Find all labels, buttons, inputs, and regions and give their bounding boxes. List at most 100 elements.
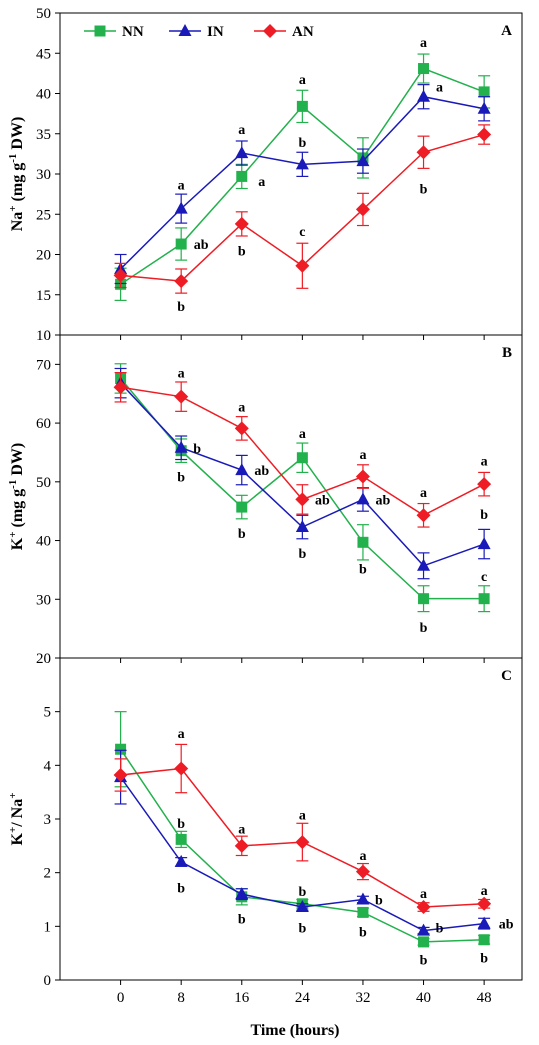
- significance-label: b: [238, 244, 246, 259]
- data-point: [477, 477, 492, 492]
- data-point: [296, 100, 308, 112]
- data-point: [113, 767, 128, 782]
- significance-label: c: [299, 225, 305, 240]
- series-in: [114, 749, 491, 936]
- y-tick-label: 20: [36, 248, 51, 264]
- y-tick-label: 10: [36, 328, 51, 344]
- y-axis-label-part: +: [7, 531, 19, 537]
- y-axis-label: K+ (mg g-1 DW): [7, 443, 26, 550]
- data-point: [417, 89, 431, 102]
- data-point: [355, 864, 370, 879]
- data-point: [235, 146, 249, 159]
- data-point: [175, 238, 187, 250]
- y-axis-label-part: -1: [7, 480, 19, 489]
- data-point: [478, 86, 490, 98]
- significance-label: b: [420, 621, 428, 636]
- data-point: [418, 593, 430, 605]
- series-an: [113, 124, 492, 294]
- x-tick-label: 40: [416, 990, 431, 1006]
- significance-label: a: [238, 823, 245, 838]
- data-point: [477, 896, 492, 911]
- significance-label: a: [238, 401, 245, 416]
- data-point: [418, 63, 430, 75]
- y-tick-label: 1: [44, 919, 52, 935]
- significance-label: b: [359, 563, 367, 578]
- significance-label: b: [298, 921, 306, 936]
- data-point: [295, 900, 309, 913]
- x-tick-label: 16: [234, 990, 250, 1006]
- y-tick-label: 30: [36, 167, 51, 183]
- y-tick-label: 40: [36, 534, 51, 550]
- data-point: [417, 558, 431, 571]
- y-axis-label-part: (mg g: [9, 489, 26, 532]
- data-point: [477, 916, 491, 929]
- data-point: [295, 520, 309, 533]
- data-point: [356, 492, 370, 505]
- significance-label: b: [177, 300, 185, 315]
- series-an: [113, 371, 492, 528]
- data-point: [174, 274, 189, 289]
- series-in: [114, 84, 491, 285]
- y-tick-label: 3: [44, 812, 52, 828]
- y-tick-label: 35: [36, 127, 51, 143]
- y-axis-label: Na+ (mg g-1 DW): [7, 117, 26, 232]
- significance-label: b: [238, 912, 246, 927]
- panel-label: B: [502, 345, 512, 361]
- y-tick-label: 45: [36, 46, 51, 62]
- y-tick-label: 4: [44, 758, 52, 774]
- y-axis-label-part: Na: [9, 212, 26, 232]
- significance-label: b: [375, 894, 383, 909]
- data-point: [115, 743, 127, 755]
- significance-label: a: [359, 849, 366, 864]
- significance-label: a: [299, 427, 306, 442]
- x-tick-label: 0: [117, 990, 125, 1006]
- data-point: [295, 835, 310, 850]
- significance-label: a: [178, 727, 185, 742]
- data-point: [113, 268, 128, 283]
- data-point: [357, 536, 369, 548]
- significance-label: ab: [315, 493, 330, 508]
- data-point: [235, 463, 249, 476]
- y-axis-label-part: DW): [9, 443, 26, 480]
- data-point: [416, 900, 431, 915]
- legend-marker: [178, 24, 192, 36]
- data-point: [477, 127, 492, 142]
- significance-label: b: [177, 882, 185, 897]
- y-axis-label-part: +: [7, 205, 19, 211]
- significance-label: a: [258, 175, 265, 190]
- y-tick-label: 5: [44, 705, 52, 721]
- data-point: [295, 157, 309, 170]
- significance-label: b: [298, 885, 306, 900]
- y-axis-label-part: / Na: [9, 799, 26, 828]
- y-axis-label-part: DW): [9, 117, 26, 154]
- data-point: [357, 906, 369, 918]
- significance-label: b: [480, 508, 488, 523]
- plot-frame: [59, 12, 523, 336]
- significance-label: ab: [376, 493, 391, 508]
- significance-label: a: [420, 887, 427, 902]
- y-axis-label-part: -1: [7, 154, 19, 163]
- data-point: [174, 854, 188, 867]
- y-tick-label: 50: [36, 475, 51, 491]
- x-axis-label: Time (hours): [250, 1022, 339, 1039]
- significance-label: a: [178, 178, 185, 193]
- data-point: [174, 761, 189, 776]
- significance-label: b: [177, 817, 185, 832]
- x-tick-label: 8: [177, 990, 185, 1006]
- data-point: [174, 389, 189, 404]
- significance-label: b: [177, 471, 185, 486]
- y-axis-label-part: K: [9, 537, 26, 550]
- y-tick-label: 40: [36, 87, 51, 103]
- significance-label: a: [299, 809, 306, 824]
- y-tick-label: 2: [44, 866, 52, 882]
- data-point: [174, 201, 188, 214]
- significance-label: a: [481, 884, 488, 899]
- data-point: [418, 936, 430, 948]
- data-point: [296, 452, 308, 464]
- data-point: [355, 202, 370, 217]
